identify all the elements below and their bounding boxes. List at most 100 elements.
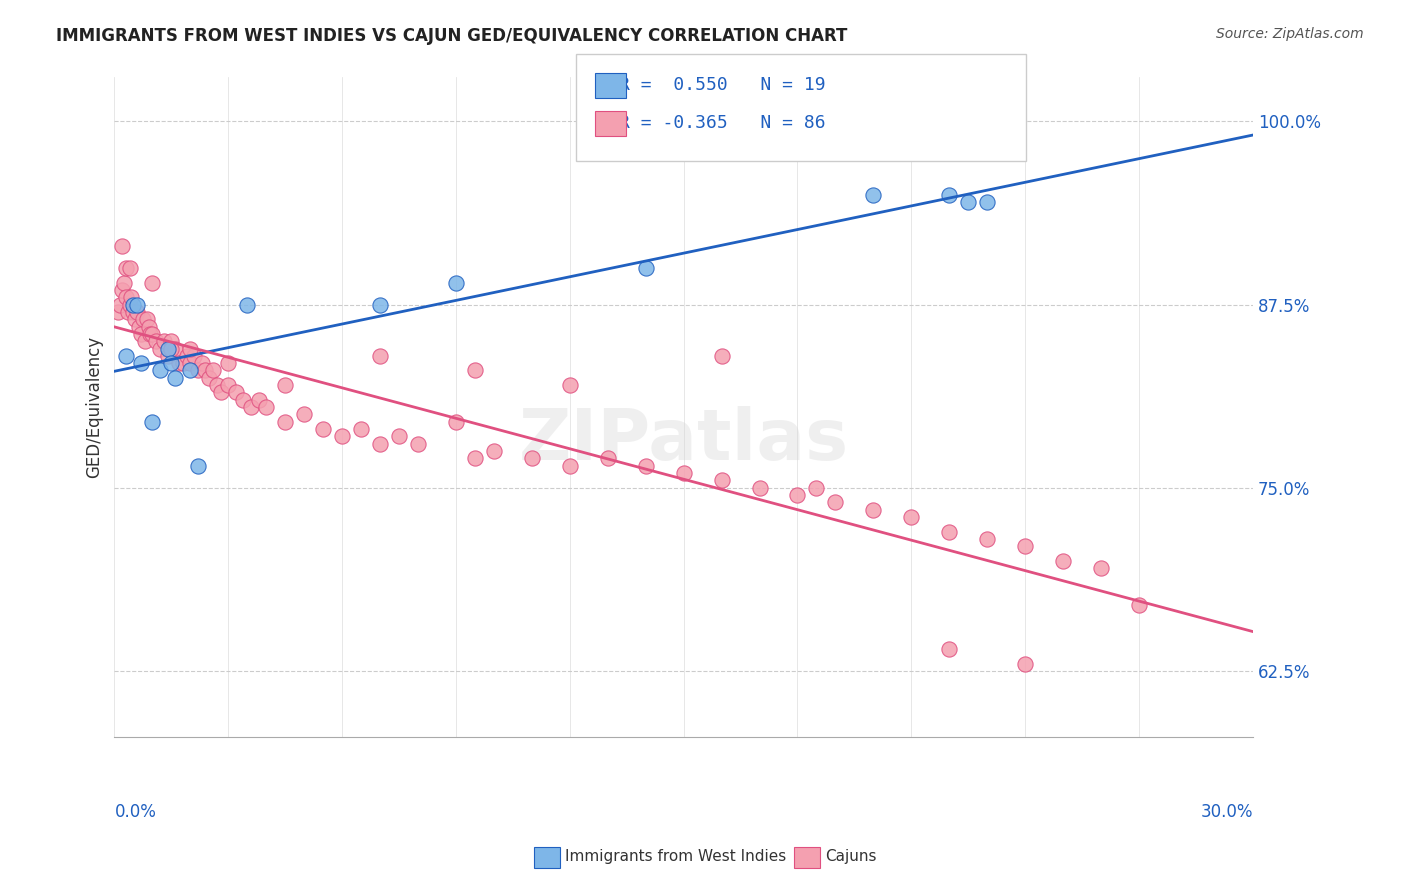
Point bbox=[190, 356, 212, 370]
Point bbox=[368, 436, 391, 450]
Point bbox=[274, 378, 297, 392]
Point bbox=[710, 474, 733, 488]
Point bbox=[156, 349, 179, 363]
Point bbox=[976, 532, 998, 546]
Point bbox=[112, 276, 135, 290]
Point bbox=[1090, 561, 1112, 575]
Point bbox=[129, 326, 152, 341]
Point bbox=[748, 481, 770, 495]
Point bbox=[149, 363, 172, 377]
Point bbox=[1014, 539, 1036, 553]
Point bbox=[179, 363, 201, 377]
Point bbox=[464, 363, 486, 377]
Point bbox=[187, 363, 209, 377]
Point bbox=[862, 502, 884, 516]
Point bbox=[368, 297, 391, 311]
Point bbox=[179, 356, 201, 370]
Point bbox=[187, 458, 209, 473]
Point bbox=[786, 488, 808, 502]
Point bbox=[160, 334, 183, 348]
Text: IMMIGRANTS FROM WEST INDIES VS CAJUN GED/EQUIVALENCY CORRELATION CHART: IMMIGRANTS FROM WEST INDIES VS CAJUN GED… bbox=[56, 27, 848, 45]
Point bbox=[274, 415, 297, 429]
Point bbox=[141, 276, 163, 290]
Point bbox=[292, 408, 315, 422]
Point bbox=[900, 510, 922, 524]
Text: Immigrants from West Indies: Immigrants from West Indies bbox=[565, 849, 786, 863]
Point bbox=[179, 342, 201, 356]
Point bbox=[558, 458, 581, 473]
Point bbox=[217, 356, 239, 370]
Point bbox=[225, 385, 247, 400]
Point bbox=[368, 349, 391, 363]
Point bbox=[160, 356, 183, 370]
Point bbox=[122, 297, 145, 311]
Point bbox=[124, 312, 146, 326]
Point bbox=[129, 356, 152, 370]
Point bbox=[152, 334, 174, 348]
Point bbox=[209, 385, 232, 400]
Point bbox=[139, 326, 162, 341]
Point bbox=[132, 312, 155, 326]
Point bbox=[114, 290, 136, 304]
Point bbox=[444, 276, 467, 290]
Point bbox=[202, 363, 225, 377]
Point bbox=[976, 194, 998, 209]
Point bbox=[806, 481, 828, 495]
Point bbox=[957, 194, 980, 209]
Y-axis label: GED/Equivalency: GED/Equivalency bbox=[86, 336, 103, 478]
Point bbox=[117, 305, 139, 319]
Point bbox=[114, 349, 136, 363]
Point bbox=[634, 458, 657, 473]
Point bbox=[194, 363, 217, 377]
Point bbox=[388, 429, 411, 443]
Point bbox=[176, 349, 198, 363]
Point bbox=[247, 392, 270, 407]
Point bbox=[254, 400, 277, 414]
Point bbox=[938, 641, 960, 656]
Text: R =  0.550   N = 19: R = 0.550 N = 19 bbox=[619, 76, 825, 94]
Point bbox=[232, 392, 254, 407]
Point bbox=[165, 342, 187, 356]
Point bbox=[482, 444, 505, 458]
Point bbox=[160, 342, 183, 356]
Point bbox=[596, 451, 619, 466]
Point bbox=[520, 451, 543, 466]
Point bbox=[312, 422, 335, 436]
Point bbox=[634, 260, 657, 275]
Point bbox=[122, 305, 145, 319]
Point bbox=[107, 305, 129, 319]
Point bbox=[141, 326, 163, 341]
Point bbox=[1128, 598, 1150, 612]
Text: Source: ZipAtlas.com: Source: ZipAtlas.com bbox=[1216, 27, 1364, 41]
Point bbox=[127, 305, 149, 319]
Point bbox=[330, 429, 353, 443]
Point bbox=[558, 378, 581, 392]
Point bbox=[118, 297, 141, 311]
Point bbox=[406, 436, 429, 450]
Point bbox=[108, 297, 131, 311]
Point bbox=[138, 319, 160, 334]
Point bbox=[134, 334, 156, 348]
Point bbox=[240, 400, 263, 414]
Point bbox=[127, 297, 149, 311]
Point bbox=[938, 524, 960, 539]
Point bbox=[118, 260, 141, 275]
Point bbox=[444, 415, 467, 429]
Text: 0.0%: 0.0% bbox=[114, 803, 156, 821]
Point bbox=[135, 312, 157, 326]
Point bbox=[156, 342, 179, 356]
Point bbox=[464, 451, 486, 466]
Point bbox=[165, 371, 187, 385]
Text: Cajuns: Cajuns bbox=[825, 849, 877, 863]
Point bbox=[710, 349, 733, 363]
Point bbox=[183, 349, 205, 363]
Point bbox=[141, 415, 163, 429]
Point bbox=[236, 297, 259, 311]
Point bbox=[167, 356, 190, 370]
Point bbox=[111, 283, 134, 297]
Text: 30.0%: 30.0% bbox=[1201, 803, 1253, 821]
Text: ZIPatlas: ZIPatlas bbox=[519, 406, 849, 475]
Point bbox=[672, 466, 695, 480]
Point bbox=[938, 187, 960, 202]
Point bbox=[149, 342, 172, 356]
